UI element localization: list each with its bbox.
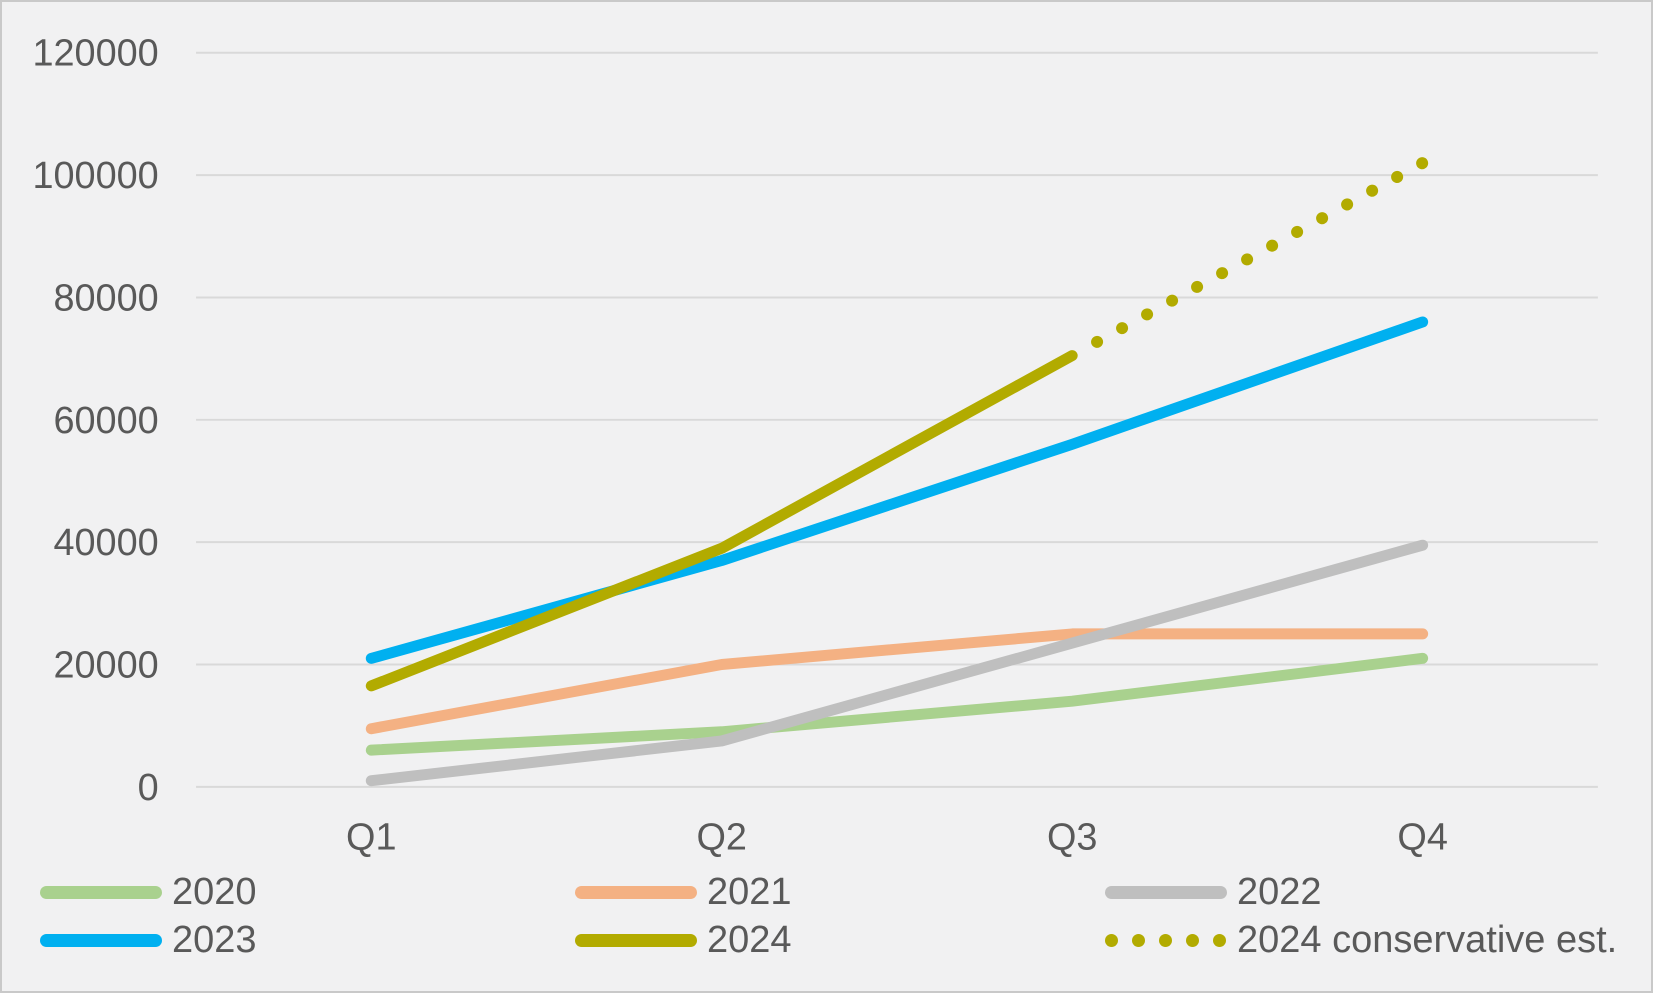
legend-label: 2024 bbox=[707, 919, 792, 961]
legend-label: 2020 bbox=[172, 871, 257, 913]
series-line-2024 bbox=[365, 350, 1078, 692]
legend-swatch bbox=[1105, 885, 1227, 899]
legend-label: 2021 bbox=[707, 871, 792, 913]
y-axis-tick-label: 80000 bbox=[53, 277, 158, 319]
y-axis-tick-label: 40000 bbox=[53, 522, 158, 564]
series-line-2020 bbox=[365, 652, 1429, 756]
x-axis-tick-label: Q1 bbox=[346, 817, 396, 859]
series-line-2023 bbox=[365, 316, 1429, 664]
legend: 2020 2021 2022 2023 2024 2024 conservative es… bbox=[40, 868, 1643, 978]
legend-label: 2022 bbox=[1237, 871, 1322, 913]
legend-swatch bbox=[575, 933, 697, 947]
legend-item: 2022 bbox=[1105, 868, 1322, 916]
legend-dot bbox=[1213, 933, 1226, 947]
series-line-2024-conservative-est bbox=[1066, 156, 1429, 362]
legend-dot bbox=[1159, 933, 1172, 947]
y-axis-tick-label: 60000 bbox=[53, 400, 158, 442]
series-line-2021 bbox=[365, 628, 1429, 735]
y-axis-tick-label: 0 bbox=[138, 767, 159, 809]
legend-label: 2024 conservative est. bbox=[1237, 919, 1618, 961]
series-line-2022 bbox=[365, 539, 1429, 787]
legend-swatch bbox=[40, 933, 162, 947]
legend-item: 2024 conservative est. bbox=[1105, 916, 1617, 964]
legend-dot bbox=[1186, 933, 1199, 947]
x-axis-tick-label: Q4 bbox=[1397, 817, 1447, 859]
y-axis-tick-label: 20000 bbox=[53, 644, 158, 686]
legend-label: 2023 bbox=[172, 919, 257, 961]
legend-item: 2021 bbox=[575, 868, 792, 916]
legend-item: 2024 bbox=[575, 916, 792, 964]
legend-swatch bbox=[575, 885, 697, 899]
y-axis-tick-label: 100000 bbox=[32, 155, 158, 197]
legend-swatch bbox=[40, 885, 162, 899]
legend-dot bbox=[1132, 933, 1145, 947]
legend-dot bbox=[1105, 933, 1118, 947]
y-axis-tick-label: 120000 bbox=[32, 33, 158, 75]
legend-swatch-dotted bbox=[1105, 933, 1227, 947]
legend-item: 2023 bbox=[40, 916, 257, 964]
x-axis-tick-label: Q3 bbox=[1047, 817, 1097, 859]
legend-item: 2020 bbox=[40, 868, 257, 916]
x-axis-tick-label: Q2 bbox=[697, 817, 747, 859]
